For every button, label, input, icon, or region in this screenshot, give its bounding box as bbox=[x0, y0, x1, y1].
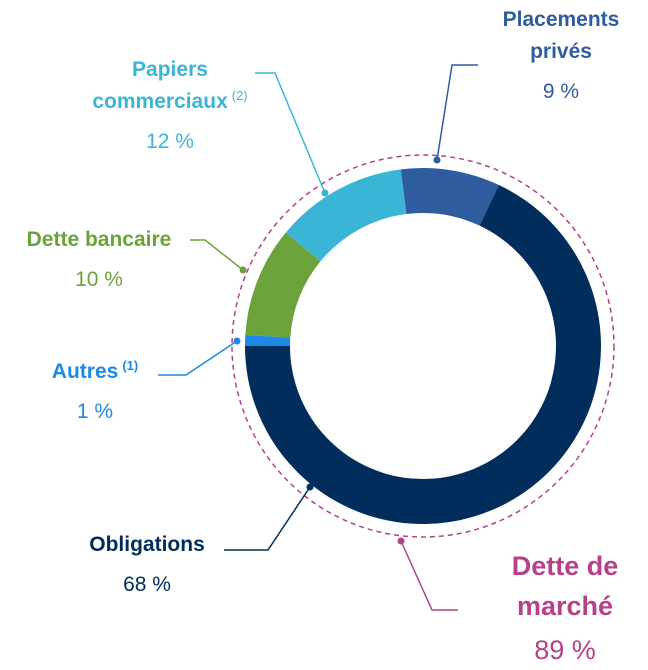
label-dette-bancaire: Dette bancaire 10 % bbox=[4, 224, 194, 296]
segment-name: Papiers commerciaux bbox=[92, 58, 228, 113]
leader-line bbox=[224, 486, 311, 551]
leader-line bbox=[255, 72, 326, 194]
label-obligations: Obligations 68 % bbox=[76, 529, 218, 601]
leader-dot bbox=[433, 156, 441, 164]
segment-value: 1 % bbox=[76, 400, 114, 423]
leader-dot bbox=[233, 337, 241, 345]
segment-name: Autres bbox=[51, 360, 119, 383]
group-outline bbox=[231, 154, 615, 538]
segment-value: 68 % bbox=[123, 573, 171, 596]
leader-dot bbox=[306, 483, 314, 491]
leader-dot bbox=[239, 266, 247, 274]
donut-segment bbox=[245, 334, 291, 346]
group-value: 89 % bbox=[534, 635, 596, 665]
donut-segment bbox=[285, 169, 407, 262]
segment-value: 9 % bbox=[542, 80, 580, 103]
label-placements: Placements privés 9 % bbox=[478, 4, 644, 108]
leader-line bbox=[190, 239, 244, 271]
leader-line bbox=[158, 340, 238, 376]
leader-line bbox=[400, 540, 458, 611]
label-group: Dette de marché 89 % bbox=[488, 546, 642, 670]
donut-segment bbox=[400, 168, 499, 226]
segment-name: Placements privés bbox=[502, 8, 620, 63]
segment-value: 12 % bbox=[146, 130, 194, 153]
leader-line bbox=[436, 64, 478, 161]
label-papiers: Papiers commerciaux (2) 12 % bbox=[60, 54, 280, 158]
segment-value: 10 % bbox=[75, 268, 123, 291]
footnote-ref: (1) bbox=[122, 358, 139, 373]
leader-dot bbox=[321, 189, 329, 197]
segment-name: Obligations bbox=[89, 533, 205, 556]
label-autres: Autres (1) 1 % bbox=[36, 356, 154, 428]
group-name: Dette de marché bbox=[511, 551, 619, 621]
donut-segment bbox=[245, 232, 321, 338]
segment-name: Dette bancaire bbox=[26, 228, 172, 251]
leader-dot bbox=[397, 537, 405, 545]
footnote-ref: (2) bbox=[231, 88, 248, 103]
